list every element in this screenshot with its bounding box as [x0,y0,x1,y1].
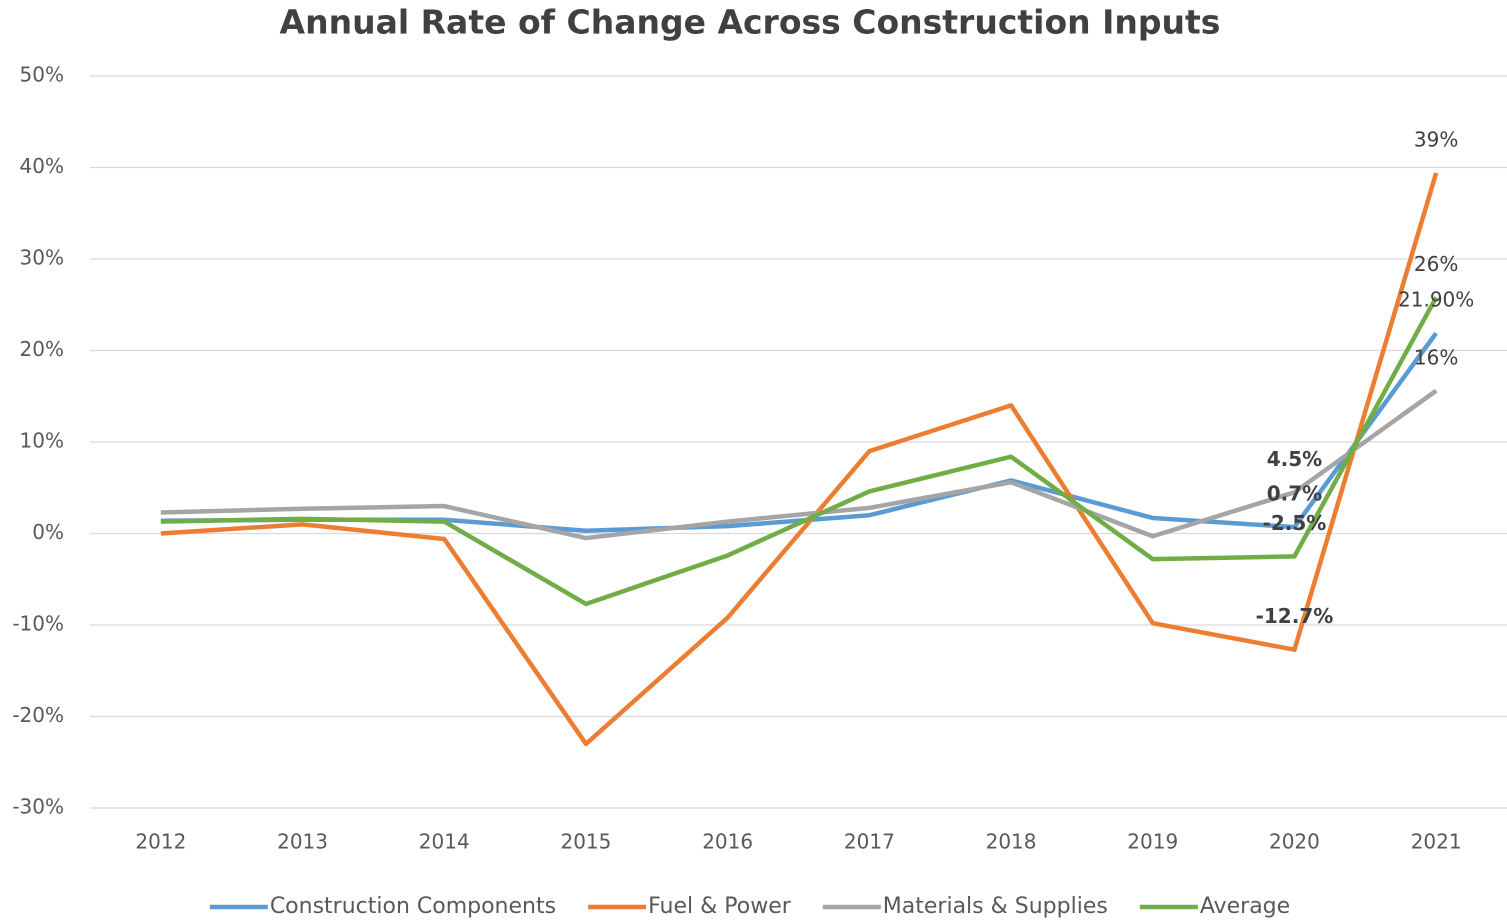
x-tick-label: 2014 [419,830,470,854]
y-tick-label: 20% [20,337,64,361]
data-label: -12.7% [1256,604,1334,628]
x-tick-label: 2019 [1127,830,1178,854]
line-series [160,296,1439,607]
data-label: 21.90% [1398,288,1474,312]
y-tick-label: 40% [20,154,64,178]
x-tick-label: 2013 [277,830,328,854]
x-tick-label: 2021 [1411,830,1462,854]
line-series [160,331,1438,534]
x-tick-label: 2017 [844,830,895,854]
x-tick-label: 2015 [560,830,611,854]
data-label: 16% [1414,345,1458,369]
y-tick-label: -10% [12,612,64,636]
legend-label: Average [1200,894,1290,919]
data-label: 39% [1414,127,1458,151]
legend-label: Materials & Supplies [883,894,1108,919]
legend-label: Construction Components [270,894,556,919]
data-label: 0.7% [1267,482,1322,506]
data-label: 26% [1414,252,1458,276]
line-series [160,172,1439,747]
y-tick-label: 30% [20,246,64,270]
y-tick-label: 50% [20,63,64,87]
y-tick-label: -30% [12,795,64,819]
legend-label: Fuel & Power [648,894,792,919]
y-tick-label: 0% [32,520,64,544]
x-tick-label: 2016 [702,830,753,854]
x-tick-label: 2020 [1269,830,1320,854]
y-tick-label: -20% [12,703,64,727]
chart-title: Annual Rate of Change Across Constructio… [280,3,1221,42]
data-label: 4.5% [1267,447,1322,471]
line-series [160,388,1438,541]
y-tick-label: 10% [20,429,64,453]
data-label: -2.5% [1263,511,1327,535]
x-tick-label: 2012 [135,830,186,854]
x-tick-label: 2018 [986,830,1037,854]
